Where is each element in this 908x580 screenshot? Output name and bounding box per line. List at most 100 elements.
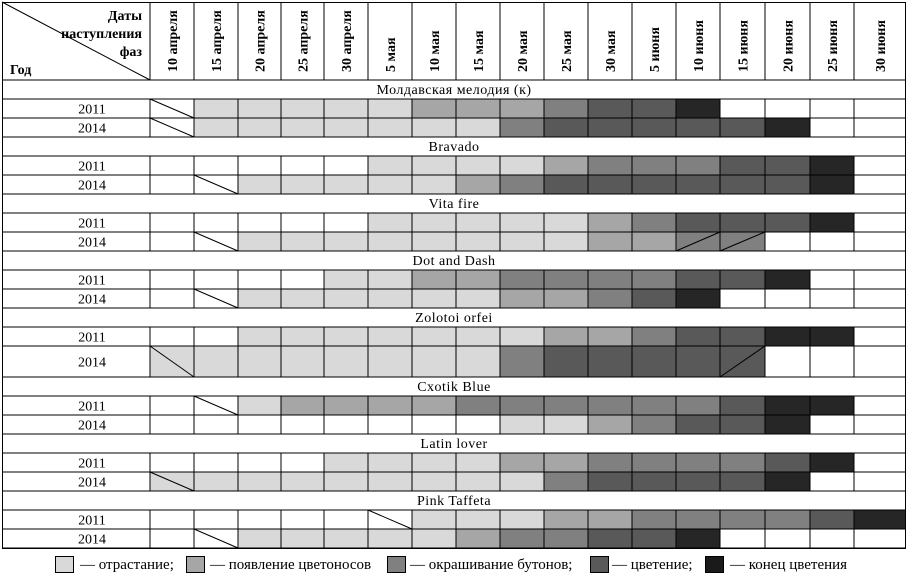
phase-cell [412, 396, 456, 415]
year-label: 2011 [78, 217, 105, 232]
phase-cell [632, 232, 676, 251]
phase-cell [854, 118, 906, 137]
phase-cell [281, 99, 324, 118]
phase-cell [368, 529, 412, 548]
date-header-11: 30 мая [604, 30, 619, 72]
phase-cell [544, 156, 588, 175]
phase-cell [632, 327, 676, 346]
phase-cell [854, 289, 906, 308]
phase-cell [676, 118, 720, 137]
phase-cell [238, 213, 281, 232]
cell-diagonal [149, 471, 195, 492]
legend-label-regrowth: — отрастание; [80, 557, 174, 573]
legend-swatch-bud-coloring [387, 556, 406, 573]
legend-swatch-peduncle [186, 556, 205, 573]
phase-cell [588, 270, 632, 289]
phase-cell [281, 453, 324, 472]
phase-cell [500, 232, 544, 251]
phase-cell [368, 289, 412, 308]
year-label: 2011 [78, 274, 105, 289]
phase-cell [194, 510, 238, 529]
phase-cell [500, 346, 544, 377]
phase-cell [544, 346, 588, 377]
phase-cell [676, 529, 720, 548]
phase-cell [632, 289, 676, 308]
phase-cell [324, 396, 368, 415]
phase-cell [150, 156, 194, 175]
phase-cell [412, 118, 456, 137]
phase-cell [194, 99, 238, 118]
year-label: 2014 [78, 179, 106, 194]
cell-diagonal [149, 98, 195, 119]
phase-cell [194, 453, 238, 472]
phase-cell [368, 453, 412, 472]
phase-cell [544, 327, 588, 346]
cell-diagonal [193, 528, 239, 549]
phase-cell [368, 327, 412, 346]
phase-cell [676, 415, 720, 434]
phase-cell [281, 346, 324, 377]
phase-cell [765, 529, 810, 548]
legend-label-end-of-flowering: — конец цветения [730, 557, 848, 573]
phase-cell [412, 415, 456, 434]
phase-cell [810, 99, 854, 118]
phase-cell [281, 327, 324, 346]
phase-cell [676, 213, 720, 232]
year-label: 2014 [78, 476, 106, 491]
phase-cell [588, 510, 632, 529]
phase-cell [720, 415, 765, 434]
legend-label-bud-coloring: — окрашивание бутонов; [410, 557, 573, 573]
phase-cell [500, 175, 544, 194]
cell-diagonal [719, 231, 766, 252]
phase-cell [632, 99, 676, 118]
phase-cell [500, 472, 544, 491]
phase-cell [281, 529, 324, 548]
phase-cell [810, 327, 854, 346]
phase-cell [544, 270, 588, 289]
phase-cell [238, 156, 281, 175]
year-label: 2014 [78, 236, 106, 251]
phase-cell [368, 213, 412, 232]
year-label: 2014 [78, 122, 106, 137]
phase-cell [676, 510, 720, 529]
phase-cell [500, 327, 544, 346]
date-header-14: 15 июня [737, 20, 752, 72]
phase-cell [765, 118, 810, 137]
phase-cell [324, 472, 368, 491]
phase-cell [544, 232, 588, 251]
phase-cell [368, 472, 412, 491]
phase-cell [324, 346, 368, 377]
phase-cell [150, 232, 194, 251]
phase-cell [765, 99, 810, 118]
phase-cell [281, 289, 324, 308]
phase-cell [412, 175, 456, 194]
phase-cell [500, 213, 544, 232]
phase-cell [324, 289, 368, 308]
phase-cell [150, 289, 194, 308]
phase-cell [544, 529, 588, 548]
year-label: 2014 [78, 356, 106, 371]
phase-cell [368, 396, 412, 415]
phase-cell [281, 175, 324, 194]
date-header-1: 10 апреля [166, 10, 181, 72]
phase-cell [765, 175, 810, 194]
phase-cell [810, 453, 854, 472]
phase-cell [281, 118, 324, 137]
cell-diagonal [193, 288, 239, 309]
phase-cell [544, 415, 588, 434]
variety-name: Zolotoi orfei [415, 311, 493, 326]
phase-cell [150, 396, 194, 415]
date-header-6: 5 мая [384, 37, 399, 72]
cell-diagonal [719, 345, 766, 378]
phase-cell [456, 232, 500, 251]
phase-cell [544, 510, 588, 529]
phase-cell [500, 156, 544, 175]
phase-cell [588, 99, 632, 118]
phase-cell [324, 118, 368, 137]
phase-cell [720, 118, 765, 137]
cell-diagonal [149, 117, 195, 138]
phase-cell [632, 118, 676, 137]
legend-label-flowering: — цветение; [612, 557, 693, 573]
phase-cell [765, 270, 810, 289]
